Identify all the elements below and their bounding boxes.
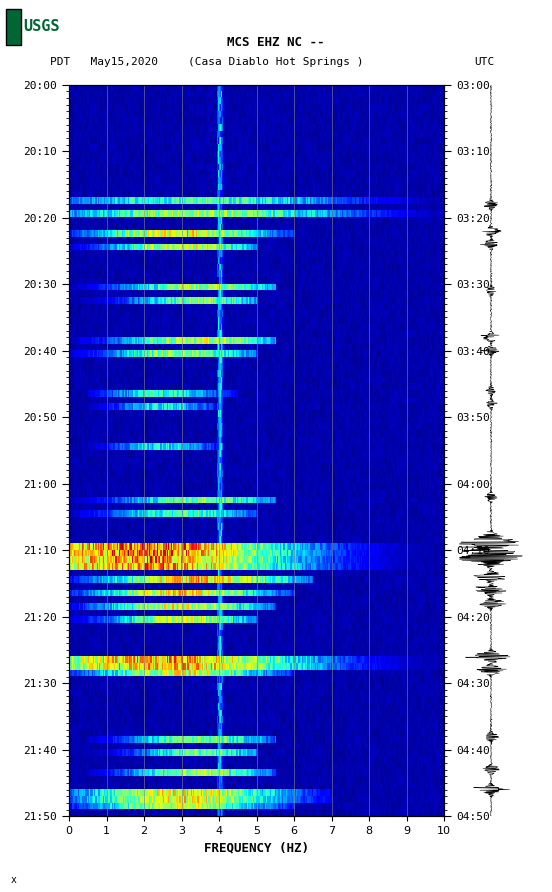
Text: UTC: UTC: [475, 57, 495, 68]
Text: (Casa Diablo Hot Springs ): (Casa Diablo Hot Springs ): [188, 57, 364, 68]
Text: MCS EHZ NC --: MCS EHZ NC --: [227, 37, 325, 49]
Text: x: x: [11, 875, 17, 885]
FancyBboxPatch shape: [6, 9, 21, 45]
Text: PDT   May15,2020: PDT May15,2020: [50, 57, 158, 68]
Text: USGS: USGS: [24, 20, 60, 34]
X-axis label: FREQUENCY (HZ): FREQUENCY (HZ): [204, 841, 309, 855]
